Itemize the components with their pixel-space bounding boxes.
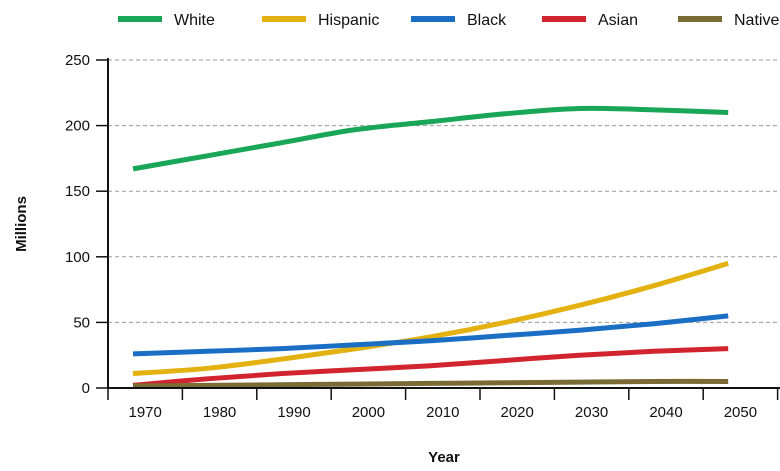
legend-label-hispanic: Hispanic bbox=[318, 12, 379, 29]
series-line-white bbox=[132, 105, 729, 172]
y-tick-label: 200 bbox=[65, 118, 90, 135]
x-tick-label: 2020 bbox=[501, 404, 534, 421]
x-tick-label: 2030 bbox=[575, 404, 608, 421]
y-tick-label: 50 bbox=[73, 314, 90, 331]
legend-label-asian: Asian bbox=[598, 12, 638, 29]
x-tick-label: 2050 bbox=[724, 404, 757, 421]
legend-label-native: Native bbox=[734, 12, 779, 29]
legend-label-white: White bbox=[174, 12, 215, 29]
x-tick-label: 2040 bbox=[649, 404, 682, 421]
x-axis-title: Year bbox=[428, 449, 460, 466]
legend-label-black: Black bbox=[467, 12, 507, 29]
x-tick-label: 1990 bbox=[277, 404, 310, 421]
y-tick-label: 0 bbox=[82, 380, 90, 397]
series-line-native bbox=[132, 378, 729, 389]
y-tick-label: 250 bbox=[65, 52, 90, 69]
y-tick-label: 100 bbox=[65, 249, 90, 266]
chart-legend: White Hispanic Black Asian Native bbox=[118, 12, 779, 29]
series-line-asian bbox=[132, 346, 729, 388]
y-tick-label: 150 bbox=[65, 183, 90, 200]
horizontal-gridlines: 0 50 100 150 200 250 bbox=[65, 52, 780, 397]
x-tick-label: 1970 bbox=[129, 404, 162, 421]
chart-axes: 1970 1980 1990 2000 2010 2020 2030 2040 2050 bbox=[107, 58, 780, 421]
y-axis-title: Millions bbox=[13, 196, 30, 252]
x-tick-label: 2000 bbox=[352, 404, 385, 421]
series-line-hispanic bbox=[132, 260, 729, 377]
x-tick-label: 1980 bbox=[203, 404, 236, 421]
series-line-black bbox=[132, 313, 729, 357]
series-lines bbox=[132, 105, 729, 389]
x-tick-label: 2010 bbox=[426, 404, 459, 421]
